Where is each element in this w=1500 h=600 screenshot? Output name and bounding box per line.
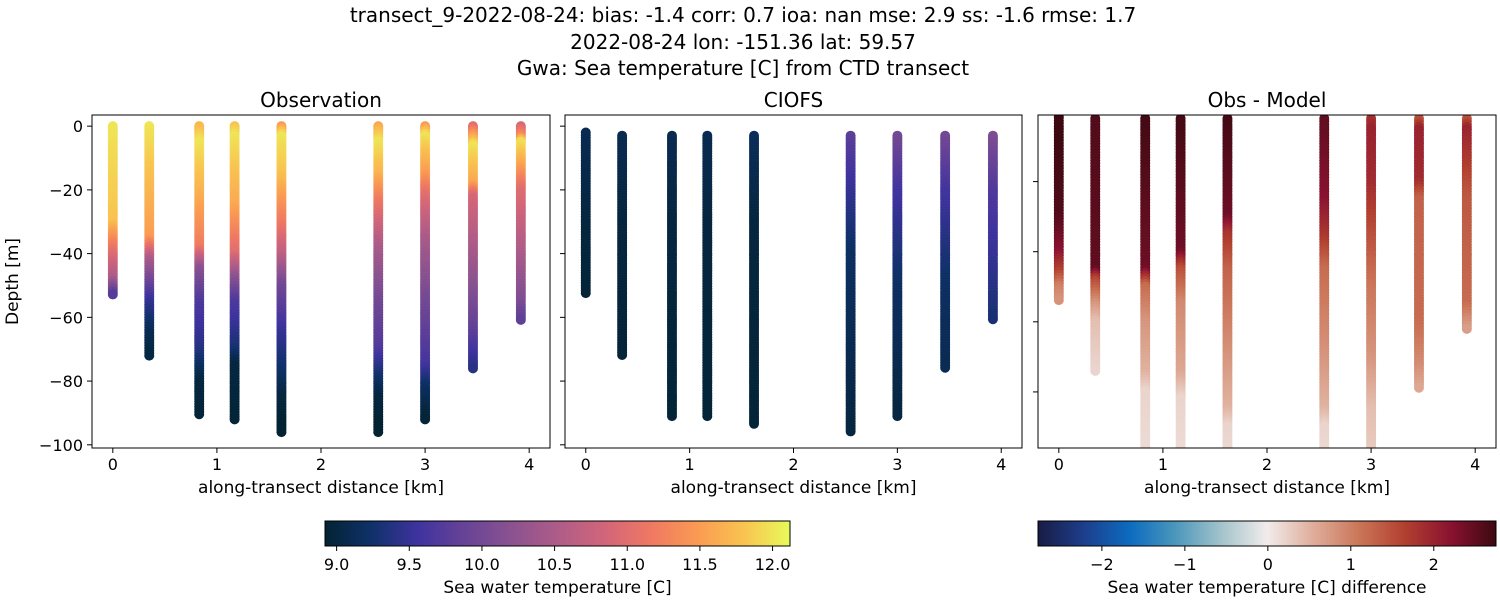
colorbar-tick-label: 12.0 [755,555,791,574]
data-point [1366,441,1377,448]
data-point [1090,365,1101,376]
y-axis-label: Depth [m] [3,238,23,325]
x-tick-label: 0 [108,455,118,474]
x-tick-label: 1 [212,455,222,474]
colorbar-label: Sea water temperature [C] difference [1107,578,1426,598]
data-point [749,418,760,429]
x-tick-label: 3 [892,455,902,474]
colorbar-gradient [324,520,791,547]
data-point [144,350,155,361]
data-points [1053,115,1472,466]
data-point [467,363,478,374]
x-tick-label: 2 [316,455,326,474]
data-point [1140,441,1151,448]
panel-obs-model: Obs - Model 0 1 2 3 4 along-transect distance … [1033,88,1497,498]
data-point [229,414,240,425]
y-tick-label: −100 [39,436,83,455]
x-tick-label: 2 [1262,455,1272,474]
x-axis-label: along-transect distance [km] [198,478,444,498]
panel-title: Obs - Model [1208,88,1327,112]
y-tick-label: −20 [49,181,83,200]
data-point [1319,456,1329,466]
data-point [1319,444,1330,448]
suptitle-line-1: transect_9-2022-08-24: bias: -1.4 corr: … [350,3,1136,27]
x-tick-label: 0 [1054,455,1064,474]
panel-ciofs: CIOFS 0 1 2 3 4 along-transect distance [km] [560,88,1023,498]
data-point [940,362,951,373]
axes-frame [564,114,1023,449]
colorbar-tick-label: −1 [1173,555,1197,574]
data-point [987,314,998,325]
data-point [1319,453,1329,463]
axes-frame [1037,114,1497,449]
data-point [373,427,384,438]
suptitle-line-2: 2022-08-24 lon: -151.36 lat: 59.57 [570,30,916,54]
data-point [1222,444,1233,448]
data-point [617,349,628,360]
x-tick-label: 1 [685,455,695,474]
y-tick-label: −60 [49,308,83,327]
x-axis-label: along-transect distance [km] [1144,478,1390,498]
x-tick-label: 1 [1158,455,1168,474]
colorbar-tick-label: 11.5 [682,555,718,574]
data-point [1053,295,1064,306]
data-point [194,409,205,420]
colorbar-gradient [1037,520,1497,547]
colorbar-tick-label: 9.0 [324,555,349,574]
data-point [107,289,118,300]
x-axis-label: along-transect distance [km] [671,478,917,498]
colorbar-tick-label: 2 [1429,555,1439,574]
y-tick-label: 0 [73,117,83,136]
data-point [702,411,713,422]
x-tick-label: 3 [1366,455,1376,474]
data-point [892,411,903,422]
suptitle-line-3: Gwa: Sea temperature [C] from CTD transe… [517,56,969,80]
data-point [1175,441,1186,448]
panel-observation: Observation 0 1 2 3 4 0 −20 −40 −60 −80 −100 along-t… [3,88,551,498]
colorbar-tick-label: 9.5 [397,555,422,574]
x-tick-label: 0 [581,455,591,474]
x-tick-label: 3 [420,455,430,474]
y-tick-label: −80 [49,372,83,391]
data-points [580,127,998,437]
y-tick-label: −40 [49,245,83,264]
colorbar-tick-label: 10.0 [464,555,500,574]
data-point [1461,323,1472,334]
colorbar-label: Sea water temperature [C] [443,578,671,598]
axes-frame [91,114,551,449]
x-tick-label: 4 [524,455,534,474]
data-point [420,414,431,425]
colorbar-tick-label: 0 [1263,555,1273,574]
data-point [580,288,591,299]
x-tick-label: 4 [996,455,1006,474]
data-points [107,121,526,438]
panel-title: Observation [260,88,382,112]
colorbar-tick-label: −2 [1090,555,1114,574]
data-point [1321,447,1327,448]
colorbar-thermal: 9.0 9.5 10.0 10.5 11.0 11.5 12.0 Sea water temp… [324,520,791,598]
colorbar-tick-label: 10.5 [537,555,573,574]
data-point [515,314,526,325]
data-point [1224,447,1231,448]
data-point [666,411,677,422]
data-point [1413,382,1424,393]
x-tick-label: 2 [788,455,798,474]
panel-title: CIOFS [764,88,823,112]
data-point [1319,450,1329,460]
colorbar-tick-label: 1 [1346,555,1356,574]
x-tick-label: 4 [1470,455,1480,474]
data-point [276,427,287,438]
colorbar-tick-label: 11.0 [609,555,645,574]
data-point [1222,453,1232,463]
data-point [845,426,856,437]
data-point [1222,450,1232,460]
